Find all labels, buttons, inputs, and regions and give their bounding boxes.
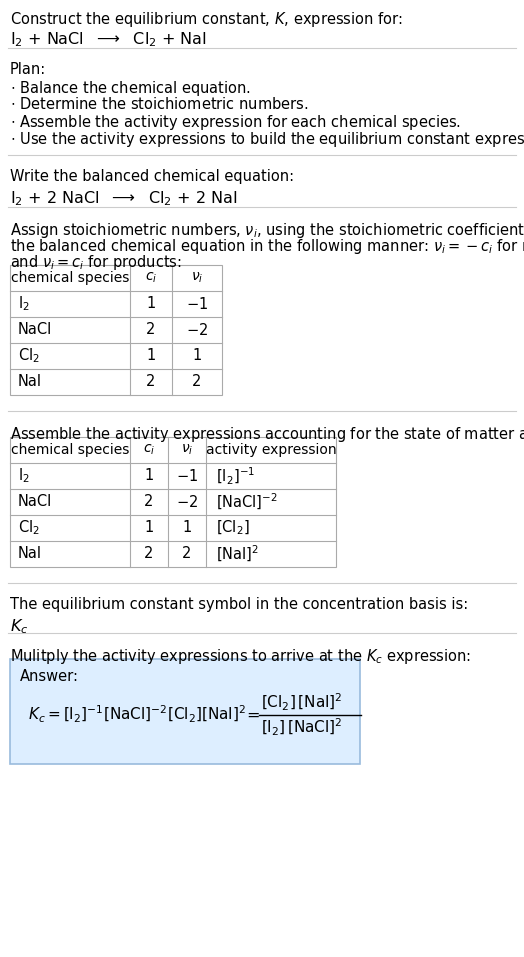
Text: The equilibrium constant symbol in the concentration basis is:: The equilibrium constant symbol in the c… (10, 597, 468, 612)
Text: $-1$: $-1$ (186, 296, 208, 312)
Text: $\mathrm{I_2}$: $\mathrm{I_2}$ (18, 467, 30, 485)
Text: $[\mathrm{NaI}]^2$: $[\mathrm{NaI}]^2$ (216, 544, 259, 564)
Text: $[\mathrm{Cl_2}]$: $[\mathrm{Cl_2}]$ (216, 519, 249, 537)
Text: 2: 2 (144, 495, 154, 509)
Text: $K_c$: $K_c$ (10, 617, 28, 635)
Text: 1: 1 (192, 348, 202, 364)
Text: $\mathrm{Cl_2}$: $\mathrm{Cl_2}$ (18, 519, 40, 537)
Text: $[\mathrm{NaCl}]^{-2}$: $[\mathrm{NaCl}]^{-2}$ (216, 492, 278, 512)
Text: $-2$: $-2$ (176, 494, 198, 510)
Text: 2: 2 (146, 374, 156, 389)
Text: $\mathrm{Cl_2}$: $\mathrm{Cl_2}$ (18, 346, 40, 366)
Text: Plan:: Plan: (10, 62, 46, 77)
Text: $\cdot$ Balance the chemical equation.: $\cdot$ Balance the chemical equation. (10, 79, 251, 98)
Text: 1: 1 (146, 297, 156, 311)
Text: Answer:: Answer: (20, 669, 79, 684)
Text: 1: 1 (145, 521, 154, 536)
Text: $[\mathrm{I_2}]\,[\mathrm{NaCl}]^2$: $[\mathrm{I_2}]\,[\mathrm{NaCl}]^2$ (261, 717, 343, 738)
Text: $K_c = [\mathrm{I_2}]^{-1}[\mathrm{NaCl}]^{-2}[\mathrm{Cl_2}][\mathrm{NaI}]^2$: $K_c = [\mathrm{I_2}]^{-1}[\mathrm{NaCl}… (28, 703, 246, 724)
Text: NaCl: NaCl (18, 495, 52, 509)
Text: the balanced chemical equation in the following manner: $\nu_i = -c_i$ for react: the balanced chemical equation in the fo… (10, 237, 524, 256)
Text: $=$: $=$ (243, 706, 260, 722)
Text: $c_i$: $c_i$ (145, 271, 157, 285)
Text: $\cdot$ Use the activity expressions to build the equilibrium constant expressio: $\cdot$ Use the activity expressions to … (10, 130, 524, 149)
Text: 2: 2 (182, 546, 192, 562)
Text: $\mathrm{I_2}$: $\mathrm{I_2}$ (18, 295, 30, 313)
Text: $\nu_i$: $\nu_i$ (181, 443, 193, 457)
Text: $c_i$: $c_i$ (143, 443, 155, 457)
Text: $\cdot$ Assemble the activity expression for each chemical species.: $\cdot$ Assemble the activity expression… (10, 113, 461, 132)
Text: Write the balanced chemical equation:: Write the balanced chemical equation: (10, 169, 294, 184)
Text: Assemble the activity expressions accounting for the state of matter and $\nu_i$: Assemble the activity expressions accoun… (10, 425, 524, 444)
Text: NaCl: NaCl (18, 323, 52, 338)
Text: $[\mathrm{I_2}]^{-1}$: $[\mathrm{I_2}]^{-1}$ (216, 465, 255, 486)
Text: $[\mathrm{Cl_2}]\,[\mathrm{NaI}]^2$: $[\mathrm{Cl_2}]\,[\mathrm{NaI}]^2$ (261, 692, 343, 713)
Text: $\mathrm{I_2}$ + NaCl  $\longrightarrow$  $\mathrm{Cl_2}$ + NaI: $\mathrm{I_2}$ + NaCl $\longrightarrow$ … (10, 30, 207, 49)
Text: $\cdot$ Determine the stoichiometric numbers.: $\cdot$ Determine the stoichiometric num… (10, 96, 309, 112)
Text: $\mathrm{I_2}$ + 2 NaCl  $\longrightarrow$  $\mathrm{Cl_2}$ + 2 NaI: $\mathrm{I_2}$ + 2 NaCl $\longrightarrow… (10, 189, 237, 208)
Text: 2: 2 (192, 374, 202, 389)
Bar (10, 659, 360, 764)
Text: 1: 1 (182, 521, 192, 536)
Text: Construct the equilibrium constant, $K$, expression for:: Construct the equilibrium constant, $K$,… (10, 10, 402, 29)
Text: $\nu_i$: $\nu_i$ (191, 271, 203, 285)
Text: $-1$: $-1$ (176, 468, 198, 484)
Text: NaI: NaI (18, 546, 42, 562)
Text: chemical species: chemical species (11, 271, 129, 285)
Text: Assign stoichiometric numbers, $\nu_i$, using the stoichiometric coefficients, $: Assign stoichiometric numbers, $\nu_i$, … (10, 221, 524, 240)
Text: 1: 1 (146, 348, 156, 364)
Text: $-2$: $-2$ (186, 322, 208, 338)
Bar (10, 265, 222, 395)
Text: NaI: NaI (18, 374, 42, 389)
Text: 1: 1 (145, 469, 154, 483)
Text: Mulitply the activity expressions to arrive at the $K_c$ expression:: Mulitply the activity expressions to arr… (10, 647, 471, 666)
Text: 2: 2 (146, 323, 156, 338)
Text: and $\nu_i = c_i$ for products:: and $\nu_i = c_i$ for products: (10, 253, 182, 272)
Text: chemical species: chemical species (11, 443, 129, 457)
Text: 2: 2 (144, 546, 154, 562)
Bar (10, 437, 336, 567)
Text: activity expression: activity expression (206, 443, 336, 457)
